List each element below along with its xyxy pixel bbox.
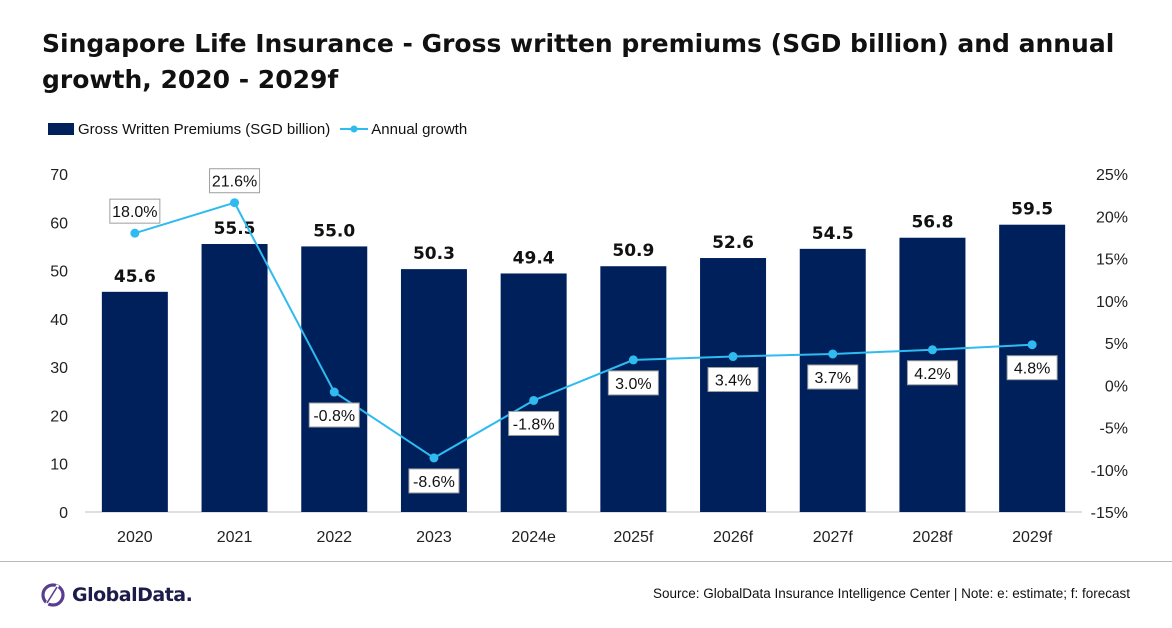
growth-label-box: [209, 168, 261, 194]
right-axis-tick-label: 10%: [1096, 294, 1128, 311]
right-axis-tick-label: 25%: [1096, 167, 1128, 184]
bar-value-label: 45.6: [114, 267, 156, 287]
x-axis-tick-label: 2020: [117, 529, 153, 546]
growth-point: [130, 228, 140, 238]
growth-point: [728, 352, 738, 362]
right-axis-tick-label: 20%: [1096, 209, 1128, 226]
left-axis-tick-label: 30: [50, 360, 68, 377]
bar-value-label: 52.6: [712, 233, 754, 253]
left-axis-tick-label: 60: [50, 215, 68, 232]
bar-value-label: 54.5: [812, 224, 854, 244]
growth-label-box: [607, 370, 659, 396]
x-axis-tick-label: 2027f: [813, 529, 854, 546]
growth-value-label: 18.0%: [112, 204, 157, 221]
bar: [301, 246, 368, 512]
growth-point: [329, 387, 339, 397]
x-axis-tick-label: 2029f: [1012, 529, 1053, 546]
legend-line-swatch: [340, 125, 369, 133]
left-axis-tick-label: 10: [50, 457, 68, 474]
bar-value-label: 56.8: [911, 213, 953, 233]
x-axis-tick-label: 2023: [416, 529, 452, 546]
legend-label-premiums: Gross Written Premiums (SGD billion): [78, 120, 331, 138]
bar-value-label: 50.3: [413, 244, 455, 264]
growth-label-box: [109, 198, 161, 224]
growth-point: [429, 453, 439, 463]
growth-value-label: 3.4%: [715, 373, 751, 390]
x-axis-tick-label: 2021: [217, 529, 253, 546]
x-axis-tick-label: 2022: [316, 529, 352, 546]
right-axis-tick-label: 0%: [1105, 378, 1128, 395]
growth-point: [230, 198, 240, 208]
growth-label-box: [807, 364, 859, 390]
growth-label-box: [1006, 355, 1058, 381]
left-axis-tick-label: 70: [50, 167, 68, 184]
left-axis-tick-label: 20: [50, 408, 68, 425]
growth-label-box: [707, 367, 759, 393]
bar-value-label: 49.4: [513, 248, 555, 268]
globaldata-logo-icon: [41, 583, 65, 607]
bar: [201, 244, 268, 512]
growth-point: [828, 349, 838, 359]
growth-point: [1027, 340, 1037, 350]
legend: Gross Written Premiums (SGD billion) Ann…: [48, 119, 477, 139]
growth-value-label: -8.6%: [413, 474, 455, 491]
right-axis-tick-label: 5%: [1105, 336, 1128, 353]
logo-text: GlobalData.: [72, 584, 193, 606]
bar: [500, 273, 567, 512]
x-axis-tick-label: 2024e: [511, 529, 556, 546]
growth-point: [529, 395, 539, 405]
growth-point: [628, 355, 638, 365]
bar-value-label: 59.5: [1011, 200, 1053, 220]
left-axis-tick-label: 40: [50, 312, 68, 329]
x-axis-tick-label: 2025f: [613, 529, 654, 546]
legend-item-premiums: Gross Written Premiums (SGD billion): [48, 121, 330, 138]
right-axis-tick-label: -15%: [1091, 505, 1128, 522]
growth-label-box: [408, 468, 460, 494]
right-axis-tick-label: -5%: [1100, 421, 1128, 438]
legend-bar-swatch: [48, 123, 74, 135]
footer-divider: [0, 561, 1172, 562]
right-axis-tick-label: -10%: [1091, 463, 1128, 480]
x-axis-tick-label: 2028f: [912, 529, 953, 546]
bar: [101, 291, 168, 512]
growth-value-label: 3.7%: [815, 370, 851, 387]
left-axis-tick-label: 0: [59, 505, 68, 522]
growth-label-box: [906, 360, 958, 386]
source-note: Source: GlobalData Insurance Intelligenc…: [652, 586, 1130, 601]
chart-title: Singapore Life Insurance - Gross written…: [42, 29, 1115, 94]
globaldata-logo: GlobalData.: [40, 580, 193, 610]
growth-line: [134, 201, 1033, 460]
growth-value-label: 21.6%: [212, 174, 257, 191]
chart-plot: 0 10 20 30 40 50 60 70 -15% -10% -5% 0% 5% 10% 15% 20% 2…: [50, 167, 1128, 546]
growth-point: [927, 345, 937, 355]
bar-value-label: 50.9: [612, 241, 654, 261]
legend-label-growth: Annual growth: [371, 120, 468, 138]
growth-value-label: 3.0%: [615, 376, 651, 393]
growth-label-box: [308, 402, 360, 428]
growth-label-box: [508, 410, 560, 436]
growth-value-label: -0.8%: [313, 408, 355, 425]
growth-value-label: 4.8%: [1014, 361, 1050, 378]
growth-value-label: 4.2%: [914, 366, 950, 383]
left-axis-tick-label: 50: [50, 264, 68, 281]
legend-item-growth: Annual growth: [340, 121, 467, 138]
right-axis-tick-label: 15%: [1096, 252, 1128, 269]
x-axis-tick-label: 2026f: [713, 529, 754, 546]
growth-value-label: -1.8%: [513, 416, 555, 433]
bar-value-label: 55.0: [313, 221, 355, 241]
